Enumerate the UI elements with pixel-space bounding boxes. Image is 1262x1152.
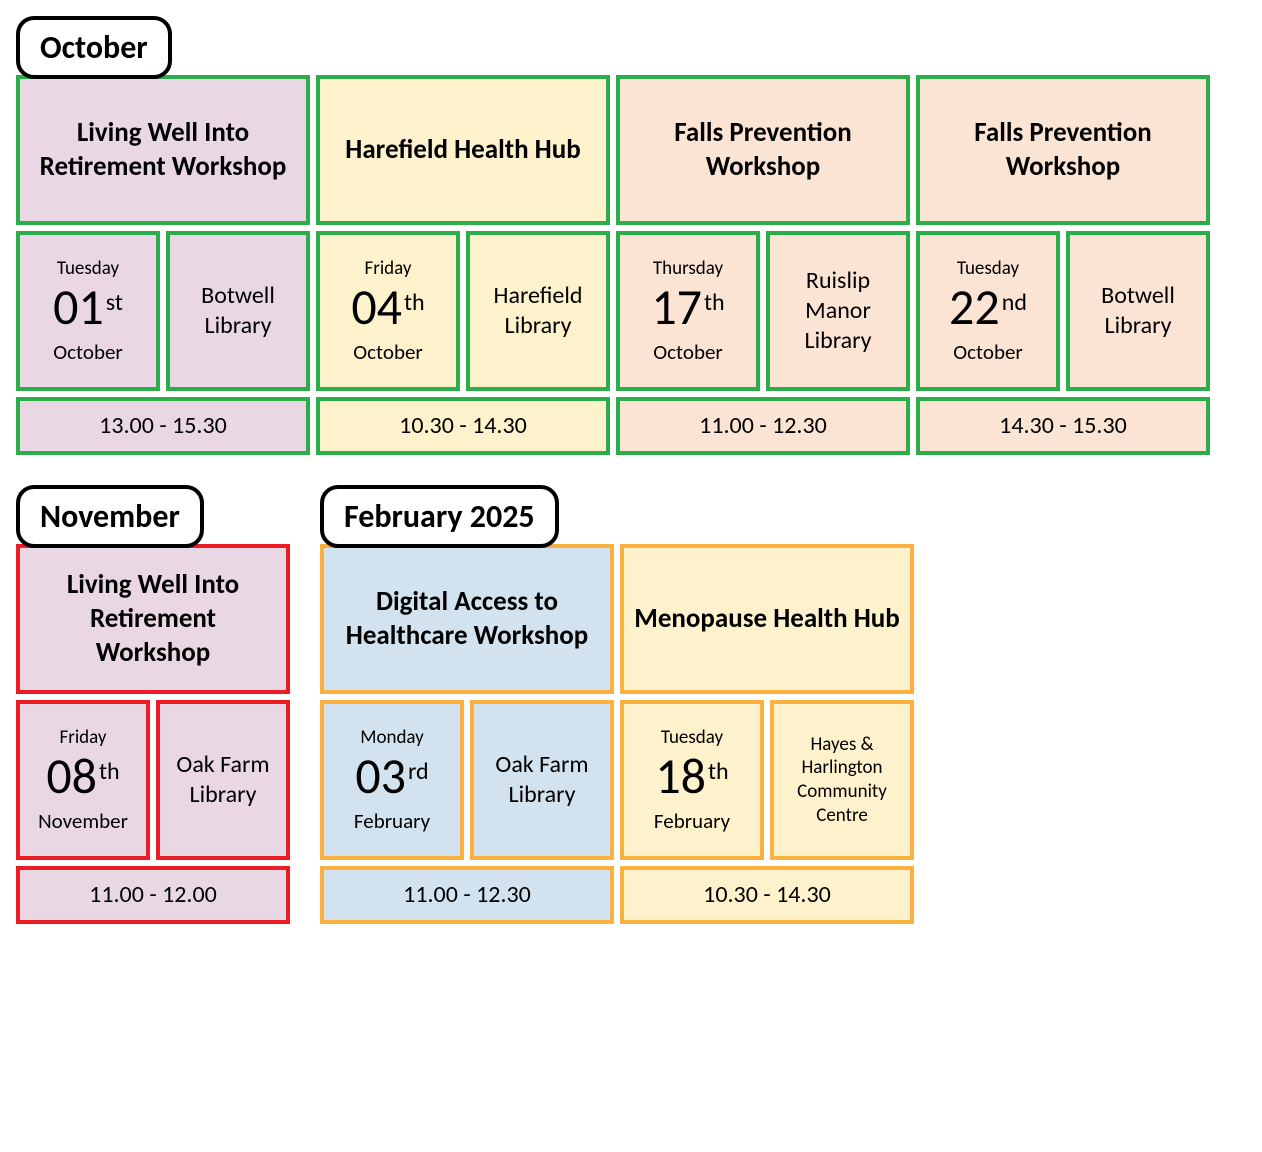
event-title: Harefield Health Hub bbox=[316, 75, 610, 225]
schedule-root: OctoberLiving Well Into Retirement Works… bbox=[16, 16, 1246, 954]
event-day-line: 17th bbox=[651, 283, 724, 333]
event-card: Menopause Health HubTuesday18thFebruaryH… bbox=[620, 544, 914, 924]
event-month: October bbox=[653, 339, 723, 365]
events-row: Living Well Into Retirement WorkshopTues… bbox=[16, 75, 1246, 455]
event-location: Oak Farm Library bbox=[156, 700, 290, 860]
month-section: NovemberLiving Well Into Retirement Work… bbox=[16, 485, 290, 924]
event-location: Ruislip Manor Library bbox=[766, 231, 910, 391]
event-mid-row: Friday08thNovemberOak Farm Library bbox=[16, 700, 290, 860]
event-card: Living Well Into Retirement WorkshopFrid… bbox=[16, 544, 290, 924]
event-title: Living Well Into Retirement Workshop bbox=[16, 75, 310, 225]
event-month: November bbox=[38, 808, 128, 834]
month-label: February 2025 bbox=[320, 485, 559, 548]
event-day-suffix: rd bbox=[408, 757, 429, 787]
event-day-line: 04th bbox=[351, 283, 424, 333]
event-day-suffix: th bbox=[704, 288, 725, 318]
events-row: Digital Access to Healthcare WorkshopMon… bbox=[320, 544, 914, 924]
event-mid-row: Friday04thOctoberHarefield Library bbox=[316, 231, 610, 391]
event-month: October bbox=[953, 339, 1023, 365]
event-location: Oak Farm Library bbox=[470, 700, 614, 860]
event-title: Menopause Health Hub bbox=[620, 544, 914, 694]
events-row: Living Well Into Retirement WorkshopFrid… bbox=[16, 544, 290, 924]
event-time: 10.30 - 14.30 bbox=[316, 397, 610, 455]
event-location: Harefield Library bbox=[466, 231, 610, 391]
month-label: October bbox=[16, 16, 172, 79]
event-time: 14.30 - 15.30 bbox=[916, 397, 1210, 455]
event-month: October bbox=[53, 339, 123, 365]
event-title: Falls Prevention Workshop bbox=[916, 75, 1210, 225]
event-time: 11.00 - 12.30 bbox=[616, 397, 910, 455]
event-date: Friday04thOctober bbox=[316, 231, 460, 391]
event-day-num: 04 bbox=[351, 283, 402, 333]
event-day-num: 01 bbox=[53, 283, 104, 333]
event-day-num: 08 bbox=[46, 752, 97, 802]
event-day-line: 03rd bbox=[355, 752, 428, 802]
event-time: 13.00 - 15.30 bbox=[16, 397, 310, 455]
event-location: Botwell Library bbox=[1066, 231, 1210, 391]
month-section: February 2025Digital Access to Healthcar… bbox=[320, 485, 914, 924]
event-time: 11.00 - 12.30 bbox=[320, 866, 614, 924]
event-mid-row: Monday03rdFebruaryOak Farm Library bbox=[320, 700, 614, 860]
event-day-line: 22nd bbox=[949, 283, 1027, 333]
event-location: Botwell Library bbox=[166, 231, 310, 391]
event-date: Monday03rdFebruary bbox=[320, 700, 464, 860]
event-date: Tuesday18thFebruary bbox=[620, 700, 764, 860]
event-day-num: 17 bbox=[651, 283, 702, 333]
event-day-num: 18 bbox=[655, 752, 706, 802]
event-time: 10.30 - 14.30 bbox=[620, 866, 914, 924]
event-date: Tuesday22ndOctober bbox=[916, 231, 1060, 391]
event-mid-row: Tuesday22ndOctoberBotwell Library bbox=[916, 231, 1210, 391]
event-card: Living Well Into Retirement WorkshopTues… bbox=[16, 75, 310, 455]
event-date: Thursday17thOctober bbox=[616, 231, 760, 391]
event-time: 11.00 - 12.00 bbox=[16, 866, 290, 924]
event-mid-row: Thursday17thOctoberRuislip Manor Library bbox=[616, 231, 910, 391]
event-location: Hayes & Harlington Community Centre bbox=[770, 700, 914, 860]
event-day-num: 22 bbox=[949, 283, 1000, 333]
event-mid-row: Tuesday18thFebruaryHayes & Harlington Co… bbox=[620, 700, 914, 860]
event-day-line: 08th bbox=[46, 752, 119, 802]
event-day-line: 18th bbox=[655, 752, 728, 802]
event-title: Living Well Into Retirement Workshop bbox=[16, 544, 290, 694]
event-day-suffix: nd bbox=[1002, 288, 1027, 318]
event-mid-row: Tuesday01stOctoberBotwell Library bbox=[16, 231, 310, 391]
event-day-line: 01st bbox=[53, 283, 123, 333]
event-month: February bbox=[354, 808, 430, 834]
event-title: Digital Access to Healthcare Workshop bbox=[320, 544, 614, 694]
month-section: OctoberLiving Well Into Retirement Works… bbox=[16, 16, 1246, 455]
event-day-suffix: th bbox=[99, 757, 120, 787]
event-card: Harefield Health HubFriday04thOctoberHar… bbox=[316, 75, 610, 455]
event-card: Falls Prevention WorkshopThursday17thOct… bbox=[616, 75, 910, 455]
event-card: Falls Prevention WorkshopTuesday22ndOcto… bbox=[916, 75, 1210, 455]
event-date: Friday08thNovember bbox=[16, 700, 150, 860]
event-day-suffix: th bbox=[708, 757, 729, 787]
event-day-suffix: st bbox=[106, 288, 123, 318]
event-month: October bbox=[353, 339, 423, 365]
event-day-num: 03 bbox=[355, 752, 406, 802]
event-day-suffix: th bbox=[404, 288, 425, 318]
event-month: February bbox=[654, 808, 730, 834]
event-title: Falls Prevention Workshop bbox=[616, 75, 910, 225]
month-label: November bbox=[16, 485, 204, 548]
event-card: Digital Access to Healthcare WorkshopMon… bbox=[320, 544, 614, 924]
event-date: Tuesday01stOctober bbox=[16, 231, 160, 391]
section-row: NovemberLiving Well Into Retirement Work… bbox=[16, 485, 1246, 954]
